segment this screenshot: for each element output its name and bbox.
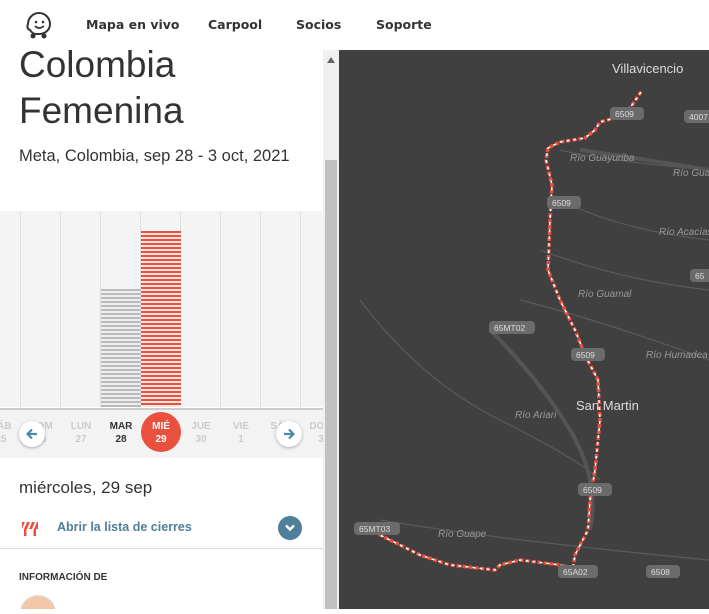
- day-number: 27: [75, 434, 87, 445]
- road-shield-label: 65MT02: [494, 323, 525, 333]
- waze-logo[interactable]: [24, 10, 54, 40]
- road-shield-label: 6509: [576, 350, 595, 360]
- map-label: Río Acacías: [659, 227, 709, 238]
- road-shield: [690, 269, 709, 282]
- day-mié-29[interactable]: MIÉ 29: [141, 420, 181, 446]
- avatar: [20, 595, 56, 609]
- info-heading: INFORMACIÓN DE: [19, 572, 108, 583]
- day-number: 29: [155, 434, 167, 445]
- arrow-right-icon: [284, 428, 296, 440]
- route-line-highlight: [364, 91, 642, 571]
- road-shield: [547, 196, 581, 209]
- day-vie-1[interactable]: VIE 1: [221, 420, 261, 446]
- road-shield-label: 65MT03: [359, 524, 390, 534]
- title-line: Colombia: [19, 50, 176, 85]
- day-number: 28: [115, 434, 127, 445]
- road-shield-label: 6509: [583, 485, 602, 495]
- day-lun-27[interactable]: LUN 27: [61, 420, 101, 446]
- road-shield-label: 6509: [552, 198, 571, 208]
- road-shield: [646, 565, 680, 578]
- day-selector: SÁB25DOM26LUN27MAR28MIÉ29JUE30VIE1SÁB2DO…: [0, 408, 323, 458]
- map-label: Río Ariari: [515, 410, 557, 421]
- day-number: 1: [238, 434, 244, 445]
- map-rivers: [488, 148, 709, 531]
- top-nav: Mapa en vivo Carpool Socios Soporte: [0, 0, 709, 50]
- road-shield: [354, 522, 400, 535]
- day-number: 3: [318, 434, 323, 445]
- road-shield: [610, 107, 644, 120]
- title-line: Femenina: [19, 90, 184, 131]
- map-label: Río Guayuriba: [673, 168, 709, 179]
- day-name: DOM: [309, 421, 323, 432]
- road-shield-label: 65A02: [563, 567, 588, 577]
- day-dom-3[interactable]: DOM 3: [301, 420, 323, 446]
- road-shield-label: 6509: [615, 109, 634, 119]
- day-sáb-25[interactable]: SÁB 25: [0, 420, 21, 446]
- road-shield: [684, 110, 709, 123]
- day-name: JUE: [191, 421, 211, 432]
- event-panel: Colombia Femenina Meta, Colombia, sep 28 …: [0, 50, 323, 609]
- nav-carpool[interactable]: Carpool: [208, 17, 263, 32]
- map-label: Río Guayuriba: [570, 153, 635, 164]
- day-jue-30[interactable]: JUE 30: [181, 420, 221, 446]
- map-label: Río Guamal: [578, 289, 632, 300]
- closures-row[interactable]: Abrir la lista de cierres: [0, 512, 323, 549]
- day-number: 30: [195, 434, 207, 445]
- day-name: LUN: [70, 421, 92, 432]
- nav-partners[interactable]: Socios: [296, 17, 342, 32]
- roadblock-icon: [22, 521, 38, 536]
- arrow-left-icon: [25, 428, 37, 440]
- closures-link[interactable]: Abrir la lista de cierres: [57, 520, 192, 534]
- prev-day-button[interactable]: [19, 421, 45, 447]
- road-shield: [489, 321, 535, 334]
- bar-mie-29[interactable]: [141, 230, 181, 407]
- selected-date: miércoles, 29 sep: [19, 478, 153, 497]
- bar-mar-28[interactable]: [101, 289, 141, 407]
- expand-closures-button[interactable]: [278, 516, 302, 540]
- map-label: Río Guape: [438, 529, 487, 540]
- day-name: MIÉ: [152, 421, 170, 432]
- city-label: San Martin: [576, 398, 639, 413]
- page-title: Colombia Femenina: [19, 50, 184, 134]
- day-name: SÁB: [0, 421, 12, 432]
- road-shield-label: 6508: [651, 567, 670, 577]
- day-name: VIE: [232, 421, 250, 432]
- road-shield-label: 4007: [689, 112, 708, 122]
- next-day-button[interactable]: [276, 421, 302, 447]
- traffic-chart: [0, 211, 323, 407]
- nav-live-map[interactable]: Mapa en vivo: [86, 17, 180, 32]
- road-shield-label: 65: [695, 271, 705, 281]
- day-number: 25: [0, 434, 7, 445]
- event-subtitle: Meta, Colombia, sep 28 - 3 oct, 2021: [19, 147, 290, 165]
- nav-support[interactable]: Soporte: [376, 17, 432, 32]
- day-mar-28[interactable]: MAR 28: [101, 420, 141, 446]
- scroll-up-icon[interactable]: [327, 57, 335, 63]
- chevron-down-icon: [285, 524, 295, 532]
- road-shield: [578, 483, 612, 496]
- scrollbar[interactable]: [323, 50, 339, 609]
- map[interactable]: 6509 4007 6509 65MT02 6509 65 6509 65MT03 65A02 6…: [339, 50, 709, 609]
- scrollbar-thumb[interactable]: [325, 160, 337, 609]
- city-label: Villavicencio: [612, 61, 683, 76]
- day-name: MAR: [109, 421, 133, 432]
- map-label: Río Humadea: [646, 350, 708, 361]
- map-canvas[interactable]: 6509 4007 6509 65MT02 6509 65 6509 65MT03 65A02 6…: [339, 50, 709, 609]
- road-shield: [571, 348, 605, 361]
- selected-day-circle: [141, 412, 181, 452]
- road-shield: [558, 565, 598, 578]
